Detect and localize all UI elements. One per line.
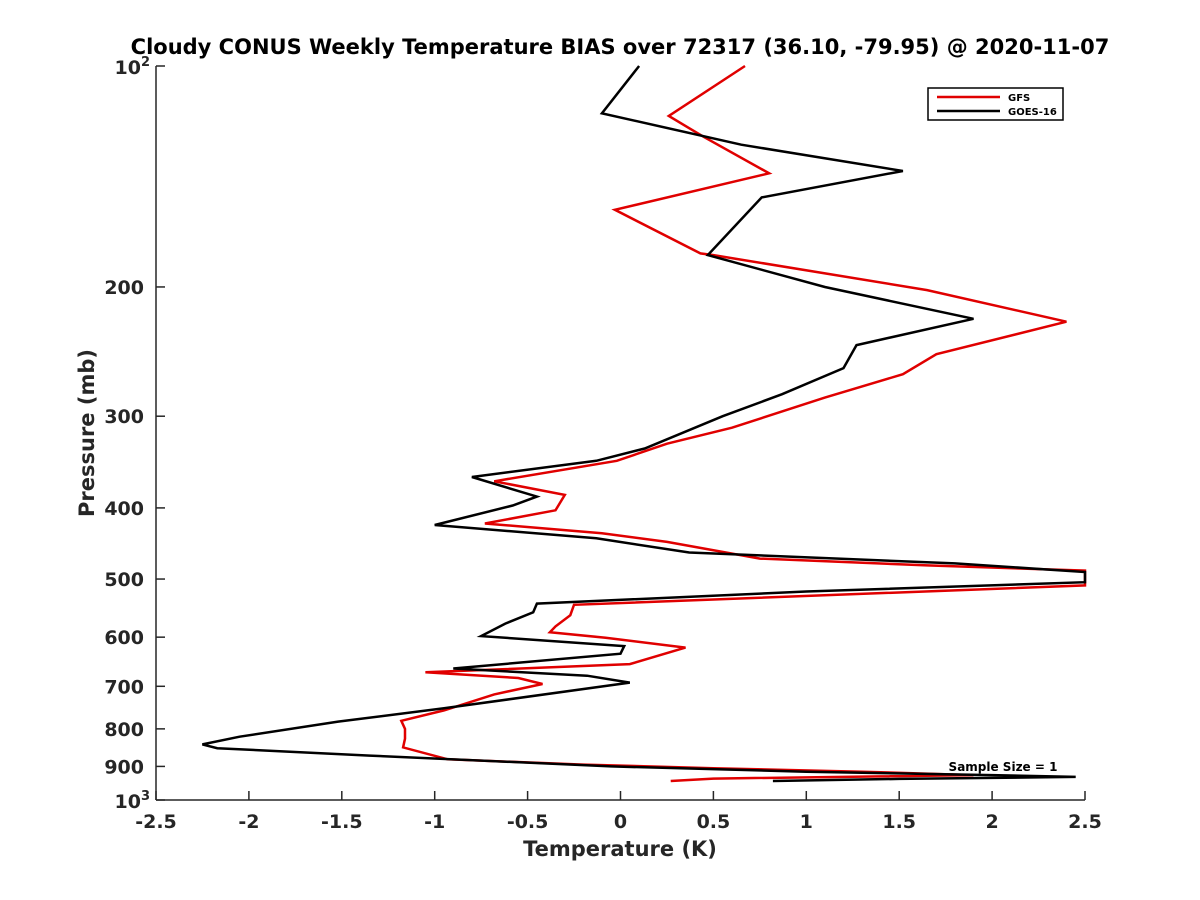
x-tick-label: 1.5 — [882, 811, 916, 833]
x-tick-label: 2.5 — [1068, 811, 1102, 833]
x-tick-label: -2.5 — [135, 811, 177, 833]
axes-layer: -2.5 -2 -1.5 -1 -0.5 0 0.5 1 1.5 2 2.5 200 300 400 500… — [104, 55, 1102, 833]
x-tick-label: 2 — [985, 811, 998, 833]
y-tick-label: 102 — [115, 55, 151, 79]
y-tick-label: 800 — [104, 719, 144, 741]
x-tick-label: -2 — [238, 811, 259, 833]
legend-label-goes-16: GOES-16 — [1008, 107, 1057, 118]
x-tick-label: 1 — [800, 811, 813, 833]
legend-label-gfs: GFS — [1008, 93, 1030, 104]
series-layer — [202, 64, 1087, 783]
x-tick-label: -1 — [424, 811, 445, 833]
y-tick-label: 900 — [104, 756, 144, 778]
legend: GFS GOES-16 — [927, 87, 1064, 121]
sample-size-annotation: Sample Size = 1 — [949, 760, 1058, 774]
y-tick-label: 600 — [104, 627, 144, 649]
y-tick-label: 103 — [115, 789, 151, 813]
chart-title: Cloudy CONUS Weekly Temperature BIAS ove… — [131, 35, 1110, 59]
x-tick-label: -0.5 — [507, 811, 549, 833]
x-tick-label: 0.5 — [697, 811, 731, 833]
y-tick-label: 700 — [104, 676, 144, 698]
y-tick-label: 200 — [104, 277, 144, 299]
x-tick-label: -1.5 — [321, 811, 363, 833]
y-tick-label: 400 — [104, 498, 144, 520]
y-tick-label: 500 — [104, 569, 144, 591]
series-line-goes-16 — [202, 65, 1087, 783]
y-tick-label: 300 — [104, 406, 144, 428]
series-line-gfs — [399, 64, 1087, 783]
legend-box — [927, 87, 1064, 121]
x-axis-label: Temperature (K) — [523, 837, 717, 861]
plot-area: -2.5 -2 -1.5 -1 -0.5 0 0.5 1 1.5 2 2.5 200 300 400 500… — [104, 55, 1102, 833]
x-tick-label: 0 — [614, 811, 627, 833]
y-axis-label: Pressure (mb) — [75, 349, 99, 517]
